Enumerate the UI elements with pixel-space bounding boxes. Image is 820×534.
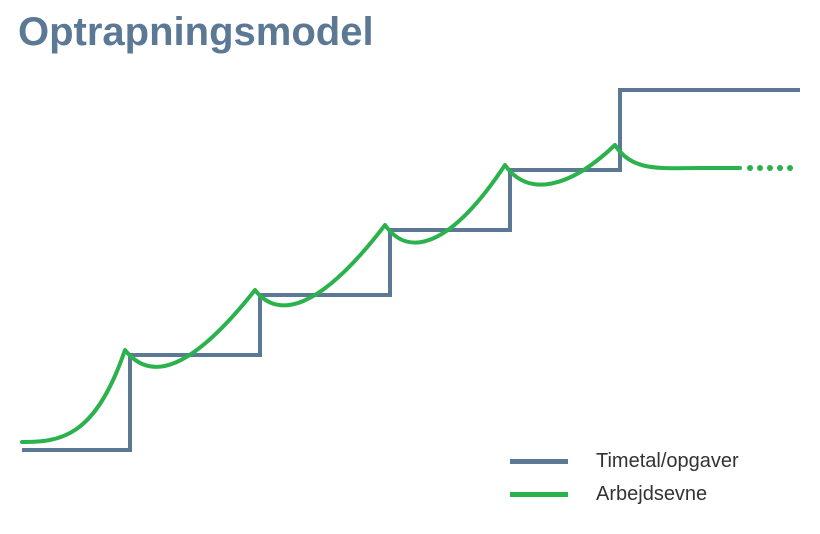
series-arbejdsevne-dot	[767, 165, 773, 171]
series-timetal-line	[22, 90, 800, 450]
series-arbejdsevne-dotted-tail	[747, 165, 793, 171]
legend-row-timetal: Timetal/opgaver	[510, 450, 739, 473]
series-arbejdsevne-dot	[777, 165, 783, 171]
legend: Timetal/opgaver Arbejdsevne	[510, 450, 739, 516]
series-arbejdsevne-dot	[787, 165, 793, 171]
legend-row-arbejdsevne: Arbejdsevne	[510, 483, 739, 506]
legend-label-timetal: Timetal/opgaver	[596, 450, 739, 473]
legend-label-arbejdsevne: Arbejdsevne	[596, 483, 707, 506]
legend-swatch-timetal	[510, 459, 568, 464]
legend-swatch-arbejdsevne	[510, 492, 568, 497]
series-arbejdsevne-dot	[747, 165, 753, 171]
series-arbejdsevne-dot	[757, 165, 763, 171]
